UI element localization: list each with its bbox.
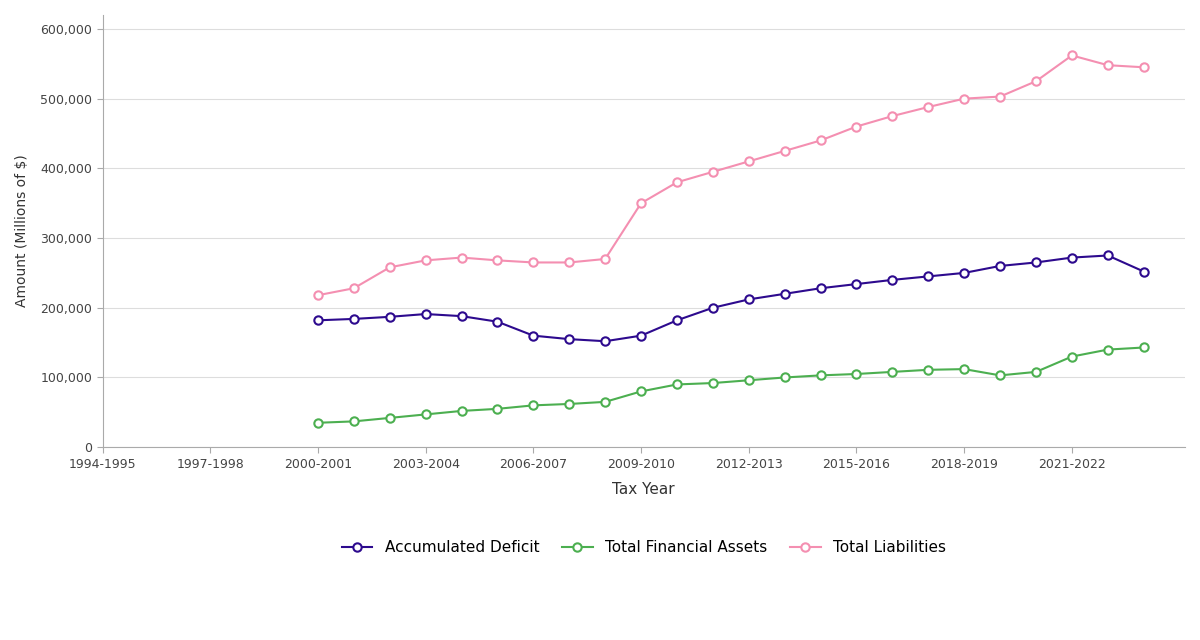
Accumulated Deficit	[706, 304, 720, 312]
Accumulated Deficit	[347, 315, 361, 323]
Total Liabilities	[1064, 52, 1079, 60]
Total Liabilities	[598, 255, 612, 263]
Total Liabilities	[491, 257, 505, 264]
Accumulated Deficit	[670, 316, 684, 324]
Total Financial Assets	[598, 398, 612, 406]
Accumulated Deficit	[598, 337, 612, 345]
Total Liabilities	[347, 284, 361, 292]
Accumulated Deficit	[814, 284, 828, 292]
Legend: Accumulated Deficit, Total Financial Assets, Total Liabilities: Accumulated Deficit, Total Financial Ass…	[334, 532, 954, 563]
Total Financial Assets	[1136, 344, 1151, 351]
Total Financial Assets	[562, 400, 576, 408]
Total Financial Assets	[1028, 368, 1043, 376]
Total Financial Assets	[1100, 346, 1115, 353]
Total Financial Assets	[670, 381, 684, 388]
Accumulated Deficit	[922, 273, 936, 280]
Accumulated Deficit	[419, 310, 433, 318]
Accumulated Deficit	[1064, 253, 1079, 261]
Total Liabilities	[814, 136, 828, 144]
Accumulated Deficit	[491, 318, 505, 326]
Total Financial Assets	[814, 372, 828, 380]
Accumulated Deficit	[383, 313, 397, 321]
Total Financial Assets	[956, 365, 971, 373]
Total Liabilities	[562, 259, 576, 266]
Accumulated Deficit	[778, 290, 792, 298]
Line: Accumulated Deficit: Accumulated Deficit	[313, 252, 1148, 346]
Accumulated Deficit	[311, 316, 325, 324]
Total Liabilities	[922, 103, 936, 111]
Total Liabilities	[1028, 77, 1043, 85]
Total Liabilities	[778, 147, 792, 155]
Total Liabilities	[311, 291, 325, 299]
Total Liabilities	[992, 93, 1007, 100]
Total Financial Assets	[491, 405, 505, 413]
Total Liabilities	[956, 95, 971, 102]
Total Financial Assets	[992, 372, 1007, 380]
Total Financial Assets	[383, 414, 397, 422]
Total Financial Assets	[706, 380, 720, 387]
Accumulated Deficit	[526, 332, 540, 339]
Total Liabilities	[634, 200, 648, 207]
X-axis label: Tax Year: Tax Year	[612, 482, 676, 497]
Accumulated Deficit	[886, 276, 900, 284]
Total Liabilities	[1100, 61, 1115, 69]
Total Liabilities	[455, 253, 469, 261]
Total Financial Assets	[742, 376, 756, 384]
Accumulated Deficit	[1028, 259, 1043, 266]
Total Financial Assets	[634, 388, 648, 396]
Accumulated Deficit	[742, 296, 756, 303]
Accumulated Deficit	[634, 332, 648, 339]
Total Financial Assets	[526, 401, 540, 409]
Total Liabilities	[886, 112, 900, 120]
Total Liabilities	[706, 168, 720, 175]
Total Liabilities	[526, 259, 540, 266]
Total Financial Assets	[455, 407, 469, 415]
Y-axis label: Amount (Millions of $): Amount (Millions of $)	[14, 155, 29, 307]
Total Financial Assets	[922, 366, 936, 374]
Total Financial Assets	[886, 368, 900, 376]
Accumulated Deficit	[956, 269, 971, 276]
Total Financial Assets	[311, 419, 325, 427]
Total Liabilities	[670, 179, 684, 186]
Total Liabilities	[419, 257, 433, 264]
Line: Total Liabilities: Total Liabilities	[313, 51, 1148, 300]
Total Financial Assets	[347, 417, 361, 425]
Total Liabilities	[1136, 63, 1151, 71]
Total Financial Assets	[419, 411, 433, 419]
Total Financial Assets	[850, 370, 864, 378]
Accumulated Deficit	[850, 280, 864, 288]
Total Liabilities	[383, 264, 397, 271]
Accumulated Deficit	[992, 262, 1007, 270]
Accumulated Deficit	[1136, 268, 1151, 275]
Line: Total Financial Assets: Total Financial Assets	[313, 343, 1148, 427]
Total Liabilities	[742, 157, 756, 165]
Accumulated Deficit	[562, 335, 576, 343]
Total Financial Assets	[778, 374, 792, 381]
Total Financial Assets	[1064, 353, 1079, 360]
Accumulated Deficit	[1100, 252, 1115, 259]
Total Liabilities	[850, 123, 864, 131]
Accumulated Deficit	[455, 312, 469, 320]
